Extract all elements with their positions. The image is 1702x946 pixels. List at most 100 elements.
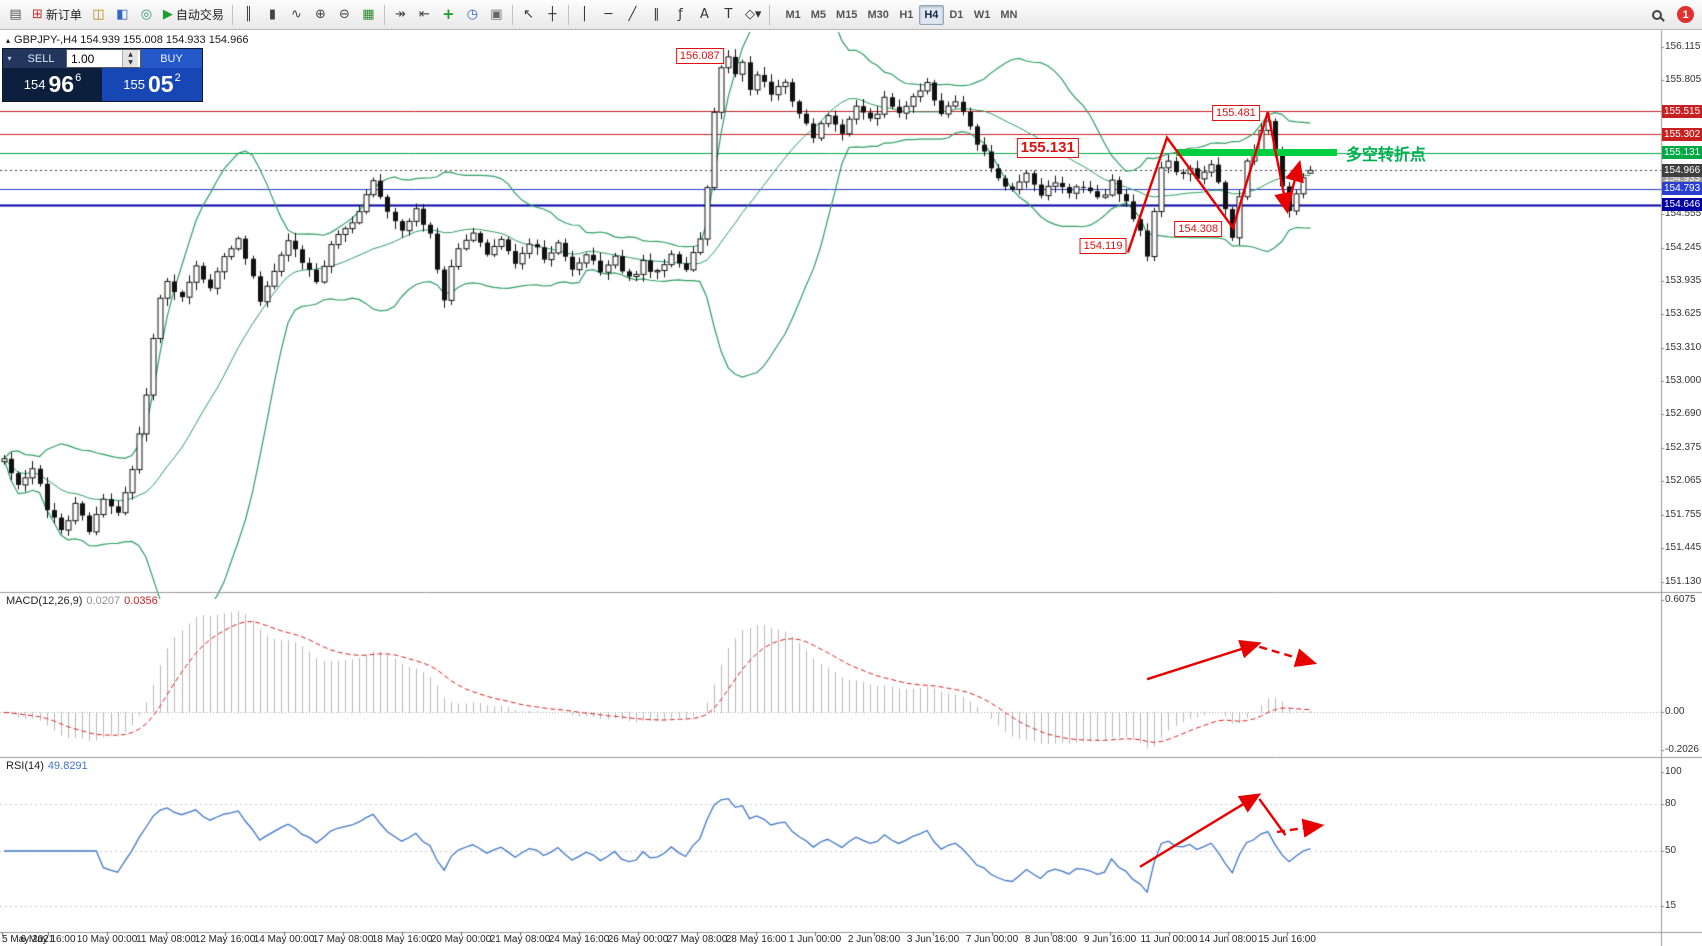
line-chart-button[interactable]: ∿ bbox=[285, 3, 308, 27]
toolbar-separator bbox=[511, 4, 513, 25]
indicators-button[interactable]: + bbox=[437, 3, 460, 27]
price-scale-label: 151.445 bbox=[1665, 541, 1702, 553]
new-chart-button[interactable]: ▤ bbox=[4, 3, 27, 27]
timeframe-m15-button[interactable]: M15 bbox=[836, 8, 858, 21]
rsi-label: RSI(14) 49.8291 bbox=[6, 760, 88, 772]
data-window-icon: ◧ bbox=[116, 7, 129, 22]
macd-main-value: 0.0207 bbox=[86, 595, 121, 607]
macd-scale-label: 0.00 bbox=[1665, 706, 1685, 718]
cursor-icon: ↖ bbox=[522, 7, 534, 22]
price-scale-label: 151.130 bbox=[1665, 575, 1702, 587]
rsi-scale-label: 80 bbox=[1665, 797, 1677, 809]
volume-down-button[interactable]: ▼ bbox=[123, 58, 138, 67]
price-scale-marker: 154.966 bbox=[1662, 163, 1702, 177]
symbol-icon: ▴ bbox=[6, 36, 11, 45]
timeframe-d1-button[interactable]: D1 bbox=[949, 8, 964, 21]
timeframe-w1-button[interactable]: W1 bbox=[973, 8, 991, 21]
price-scale-label: 156.115 bbox=[1665, 41, 1701, 53]
timeframe-m5-button[interactable]: M5 bbox=[810, 8, 827, 21]
time-axis-label: 15 Jun 16:00 bbox=[1258, 934, 1316, 945]
label-button[interactable]: T bbox=[717, 3, 740, 27]
sell-button[interactable]: 154 96 6 bbox=[3, 68, 102, 101]
time-axis-label: 7 Jun 00:00 bbox=[965, 934, 1019, 945]
sell-price-prefix: 154 bbox=[23, 77, 46, 92]
time-axis-label: 11 Jun 00:00 bbox=[1140, 934, 1198, 945]
chart-shift-button[interactable]: ⇤ bbox=[413, 3, 436, 27]
text-button[interactable]: A bbox=[693, 3, 716, 27]
timeframe-h1-button[interactable]: H1 bbox=[899, 8, 914, 21]
new-order-icon: ⊞ bbox=[32, 7, 43, 22]
toolbar-separator bbox=[769, 4, 771, 25]
price-annotation-label[interactable]: 154.119 bbox=[1079, 238, 1127, 255]
turning-point-text[interactable]: 多空转折点 bbox=[1345, 146, 1426, 164]
indicators-icon: + bbox=[442, 5, 455, 23]
tile-windows-button[interactable]: ▦ bbox=[357, 3, 380, 27]
timeframe-h4-button[interactable]: H4 bbox=[918, 4, 944, 25]
price-annotation-label[interactable]: 154.308 bbox=[1174, 220, 1223, 237]
time-axis-label: 2 Jun 08:00 bbox=[847, 934, 901, 945]
horizontal-line-button[interactable]: ─ bbox=[597, 3, 620, 27]
templates-icon: ▣ bbox=[490, 7, 503, 22]
volume-field: ▲ ▼ bbox=[66, 49, 141, 68]
market-watch-icon: ◫ bbox=[92, 7, 105, 22]
time-axis-label: 6 May 16:00 bbox=[20, 934, 76, 945]
data-window-button[interactable]: ◧ bbox=[111, 3, 134, 27]
shapes-icon: ◇▾ bbox=[744, 7, 762, 22]
price-scale-label: 153.310 bbox=[1665, 341, 1702, 353]
macd-name: MACD(12,26,9) bbox=[6, 595, 83, 607]
timeframe-mn-button[interactable]: MN bbox=[1000, 8, 1018, 21]
timeframe-m1-button[interactable]: M1 bbox=[785, 8, 801, 21]
horizontal-line-icon: ─ bbox=[604, 7, 613, 22]
vertical-line-button[interactable]: │ bbox=[573, 3, 596, 27]
crosshair-button[interactable]: ┼ bbox=[541, 3, 564, 27]
timeframe-m30-button[interactable]: M30 bbox=[867, 8, 889, 21]
toolbar-separator bbox=[231, 4, 233, 25]
price-scale-label: 152.690 bbox=[1665, 408, 1702, 420]
navigator-button[interactable]: ◎ bbox=[135, 3, 158, 27]
notification-badge[interactable]: 1 bbox=[1677, 6, 1694, 23]
search-button[interactable] bbox=[1645, 3, 1668, 27]
bar-chart-button[interactable]: ║ bbox=[237, 3, 260, 27]
zoom-in-button[interactable]: ⊕ bbox=[309, 3, 332, 27]
sell-price-big: 96 bbox=[48, 71, 75, 97]
label-icon: T bbox=[724, 7, 733, 22]
shapes-button[interactable]: ◇▾ bbox=[741, 3, 766, 27]
line-chart-icon: ∿ bbox=[290, 7, 302, 22]
price-annotation-label[interactable]: 155.131 bbox=[1016, 138, 1079, 159]
new-chart-icon: ▤ bbox=[9, 7, 22, 22]
autotrading-button[interactable]: ▶ 自动交易 bbox=[159, 3, 228, 27]
price-scale-label: 153.935 bbox=[1665, 274, 1702, 286]
macd-label: MACD(12,26,9) 0.0207 0.0356 bbox=[6, 595, 158, 607]
auto-scroll-button[interactable]: ↠ bbox=[389, 3, 412, 27]
time-axis-label: 26 May 00:00 bbox=[607, 934, 669, 945]
buy-button[interactable]: 155 05 2 bbox=[102, 68, 202, 101]
price-scale-label: 155.805 bbox=[1665, 74, 1702, 86]
cursor-button[interactable]: ↖ bbox=[517, 3, 540, 27]
volume-input[interactable] bbox=[67, 50, 122, 67]
periods-button[interactable]: ◷ bbox=[461, 3, 484, 27]
crosshair-icon: ┼ bbox=[548, 7, 557, 22]
channel-button[interactable]: ∥ bbox=[645, 3, 668, 27]
templates-button[interactable]: ▣ bbox=[485, 3, 508, 27]
price-annotation-label[interactable]: 156.087 bbox=[675, 48, 724, 65]
trendline-button[interactable]: ╱ bbox=[621, 3, 644, 27]
zoom-out-button[interactable]: ⊖ bbox=[333, 3, 356, 27]
market-watch-button[interactable]: ◫ bbox=[87, 3, 110, 27]
price-annotation-label[interactable]: 155.481 bbox=[1211, 105, 1260, 122]
candlestick-chart-icon: ▮ bbox=[268, 7, 277, 22]
volume-up-button[interactable]: ▲ bbox=[123, 50, 138, 59]
candlestick-chart-button[interactable]: ▮ bbox=[261, 3, 284, 27]
fibonacci-button[interactable]: ƒ bbox=[669, 3, 692, 27]
trade-panel-collapse-icon[interactable]: ▾ bbox=[3, 49, 16, 68]
toolbar-separator bbox=[567, 4, 569, 25]
volume-stepper: ▲ ▼ bbox=[122, 50, 138, 67]
price-scale-label: 153.000 bbox=[1665, 375, 1702, 387]
turning-zone-bar[interactable] bbox=[1175, 149, 1338, 157]
time-axis-label: 14 May 00:00 bbox=[253, 934, 315, 945]
macd-signal-value: 0.0356 bbox=[124, 595, 158, 607]
price-scale-marker: 155.515 bbox=[1662, 104, 1702, 118]
new-order-button[interactable]: ⊞ 新订单 bbox=[28, 3, 86, 27]
